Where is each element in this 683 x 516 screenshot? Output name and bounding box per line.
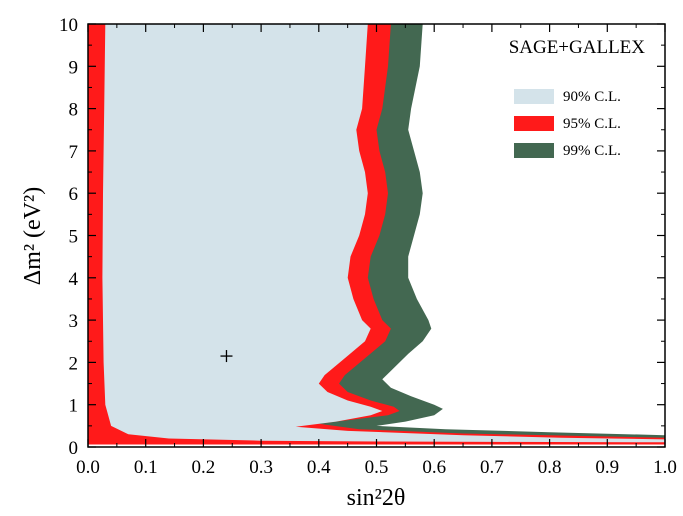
x-axis-title: sin²2θ <box>347 485 406 511</box>
legend-label: 99% C.L. <box>563 143 621 159</box>
x-tick-label: 1.0 <box>653 457 677 478</box>
x-tick-label: 0.6 <box>422 457 446 478</box>
chart-title: SAGE+GALLEX <box>509 37 646 58</box>
y-tick-label: 1 <box>69 396 79 417</box>
x-tick-label: 0.7 <box>480 457 504 478</box>
legend-label: 95% C.L. <box>563 116 621 132</box>
y-tick-label: 3 <box>69 311 79 332</box>
y-tick-label: 2 <box>69 353 79 374</box>
x-tick-label: 0.1 <box>134 457 158 478</box>
y-tick-label: 9 <box>69 57 79 78</box>
legend: 90% C.L. 95% C.L. 99% C.L. <box>514 89 621 159</box>
x-tick-label: 0.4 <box>307 457 331 478</box>
x-tick-label: 0.5 <box>365 457 389 478</box>
x-tick-label: 0.8 <box>538 457 562 478</box>
y-tick-label: 0 <box>69 438 79 459</box>
y-tick-label: 10 <box>59 15 78 36</box>
x-tick-label: 0.9 <box>595 457 619 478</box>
y-tick-label: 6 <box>69 184 79 205</box>
legend-swatch <box>514 89 554 104</box>
x-tick-label: 0.0 <box>76 457 100 478</box>
y-tick-label: 4 <box>69 269 79 290</box>
legend-swatch <box>514 116 554 131</box>
y-tick-label: 5 <box>69 227 79 248</box>
ticks-layer: 0.0 0.1 0.2 0.3 0.4 0.5 0.6 0.7 0.8 0.9 1.0 0 1 2 3 4 5 6… <box>59 15 677 478</box>
region-2 <box>102 24 665 443</box>
y-axis-title: Δm² (eV²) <box>20 187 46 285</box>
x-tick-label: 0.2 <box>192 457 216 478</box>
y-tick-label: 8 <box>69 100 79 121</box>
legend-swatch <box>514 143 554 158</box>
legend-label: 90% C.L. <box>563 89 621 105</box>
regions-layer <box>88 24 665 445</box>
x-tick-label: 0.3 <box>249 457 273 478</box>
y-tick-label: 7 <box>69 142 79 163</box>
best-fit-layer <box>220 350 233 363</box>
